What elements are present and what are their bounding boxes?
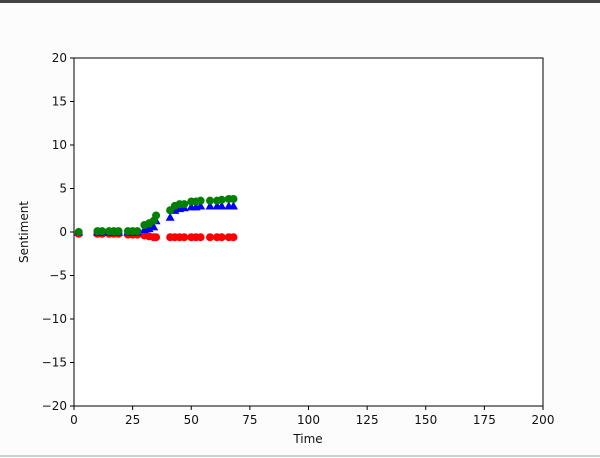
data-point-series-2 <box>165 212 175 221</box>
data-points <box>74 194 238 242</box>
data-point-series-2 <box>196 201 206 210</box>
x-tick-label: 200 <box>532 413 555 427</box>
data-point-series-2 <box>205 201 215 210</box>
x-tick-label: 175 <box>473 413 496 427</box>
data-point-series-1 <box>152 233 161 242</box>
data-point-series-2 <box>228 201 238 210</box>
window-bottom-border <box>0 455 600 457</box>
y-tick-label: 10 <box>52 138 67 152</box>
data-point-series-1 <box>180 233 189 242</box>
y-tick-label: −20 <box>42 399 67 413</box>
x-tick-label: 100 <box>297 413 320 427</box>
data-point-series-3 <box>206 196 215 205</box>
data-point-series-3 <box>98 227 107 236</box>
x-tick-label: 50 <box>184 413 199 427</box>
x-tick-label: 25 <box>125 413 140 427</box>
data-point-series-1 <box>217 233 226 242</box>
window-top-bar <box>0 0 600 3</box>
y-tick-label: −5 <box>49 269 67 283</box>
y-tick-label: 5 <box>59 182 67 196</box>
data-point-series-3 <box>180 200 189 209</box>
data-point-series-3 <box>229 194 238 203</box>
data-point-series-3 <box>196 196 205 205</box>
y-axis-ticks: −20 −15 −10 −5 0 5 10 15 20 <box>42 51 74 413</box>
data-point-series-1 <box>196 233 205 242</box>
x-tick-label: 0 <box>70 413 78 427</box>
data-point-series-3 <box>152 211 161 220</box>
data-point-series-1 <box>206 233 215 242</box>
y-tick-label: 15 <box>52 95 67 109</box>
x-tick-label: 150 <box>414 413 437 427</box>
x-axis-ticks: 0 25 50 75 100 125 150 175 200 <box>70 406 554 427</box>
y-tick-label: −15 <box>42 356 67 370</box>
y-axis-title: Sentiment <box>17 201 31 263</box>
y-tick-label: 20 <box>52 51 67 65</box>
x-axis-title: Time <box>292 432 322 446</box>
data-point-series-3 <box>74 228 83 236</box>
y-tick-label: −10 <box>42 312 67 326</box>
y-tick-label: 0 <box>59 225 67 239</box>
data-point-series-3 <box>217 195 226 204</box>
data-point-series-3 <box>133 227 142 236</box>
x-tick-label: 125 <box>356 413 379 427</box>
data-point-series-2 <box>149 222 159 231</box>
data-point-series-3 <box>114 227 123 236</box>
data-point-series-1 <box>229 233 238 242</box>
x-tick-label: 75 <box>242 413 257 427</box>
data-point-series-2 <box>217 201 227 210</box>
